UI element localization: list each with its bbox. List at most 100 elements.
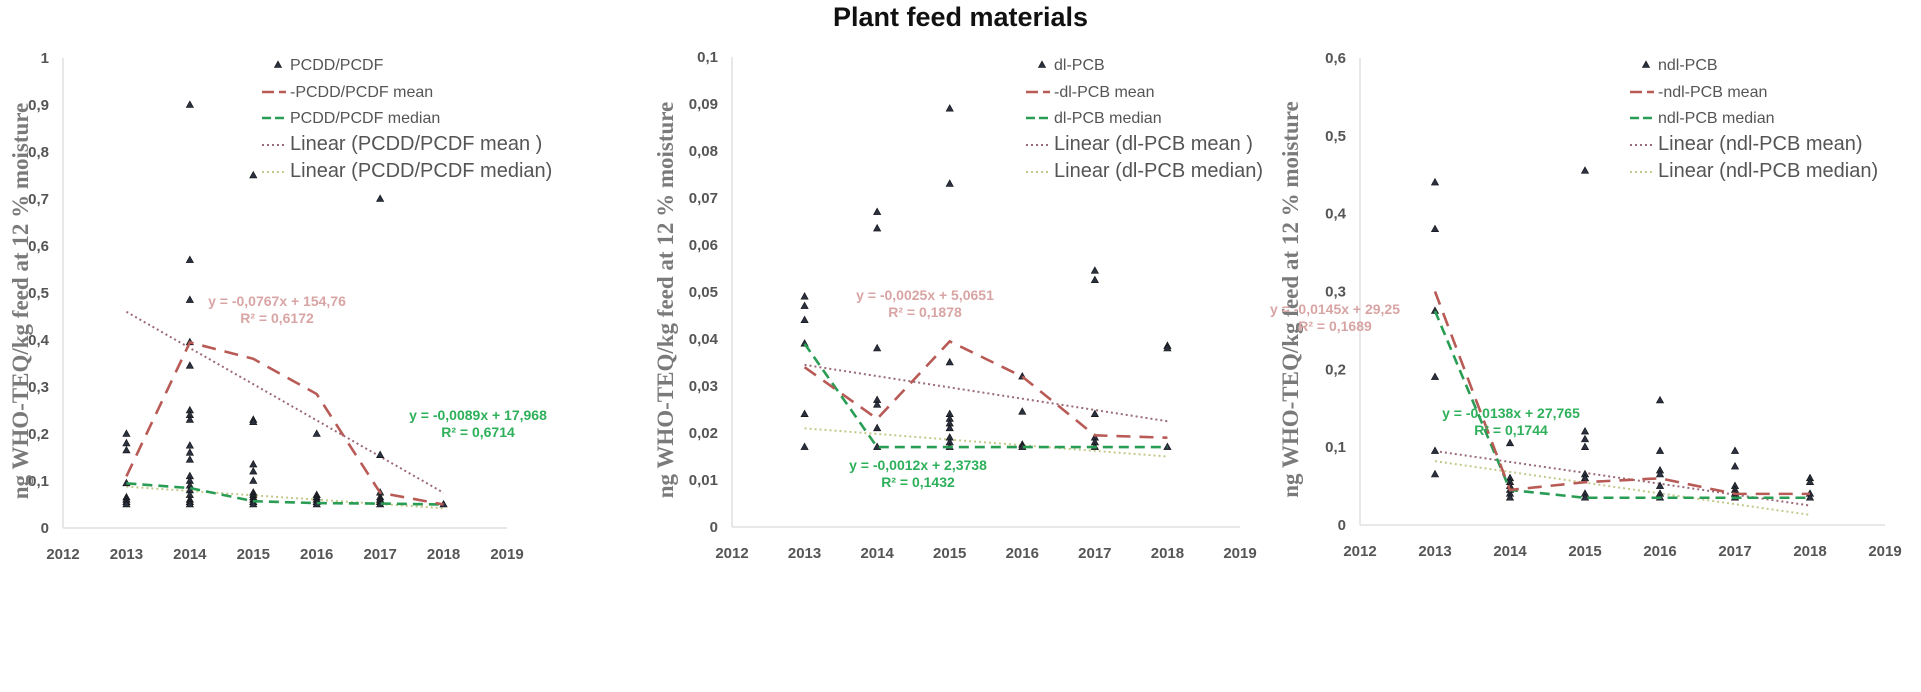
data-point — [800, 292, 809, 300]
legend-entry: Linear (dl-PCB mean ) — [1054, 133, 1253, 155]
median-line — [803, 342, 1168, 449]
equation-median: y = -0,0089x + 17,968 — [409, 407, 547, 423]
data-point — [1580, 426, 1590, 435]
trendline-median — [126, 485, 444, 510]
legend: ndl-PCB -ndl-PCB mean ndl-PCB median Linear… — [1630, 57, 1878, 182]
legend-entry: -dl-PCB mean — [1054, 84, 1154, 101]
data-point — [1430, 446, 1440, 454]
trendline-median — [804, 427, 1168, 458]
x-tick-label: 2017 — [1078, 545, 1111, 562]
data-point — [800, 315, 809, 323]
data-point — [185, 255, 194, 263]
data-point — [249, 466, 258, 475]
x-tick-label: 2018 — [427, 546, 460, 563]
x-tick-label: 2014 — [860, 545, 894, 562]
y-tick-label: 0,2 — [28, 426, 49, 443]
data-point — [1430, 224, 1440, 233]
data-point — [185, 448, 194, 456]
y-tick-label: 0,06 — [689, 237, 718, 254]
y-tick-label: 0,5 — [28, 285, 49, 302]
data-point — [1805, 477, 1815, 485]
y-tick-label: 0,3 — [1325, 284, 1346, 301]
data-point — [1018, 407, 1027, 415]
x-tick-label: 2017 — [1718, 543, 1751, 560]
x-tick-label: 2015 — [933, 545, 966, 562]
equation-mean: R² = 0,6172 — [240, 310, 314, 326]
y-tick-label: 0,9 — [28, 97, 49, 114]
y-tick-label: 0,8 — [28, 144, 49, 161]
y-tick-label: 0,02 — [689, 425, 718, 442]
data-point — [1580, 166, 1590, 174]
data-point — [185, 295, 194, 303]
equation-median: R² = 0,1432 — [881, 474, 955, 490]
y-tick-label: 0,4 — [1325, 206, 1347, 223]
legend-entry: ndl-PCB — [1658, 57, 1718, 74]
equation-median: R² = 0,6714 — [441, 424, 515, 440]
panel-1: 0 0,1 0,2 0,3 0,4 0,5 0,6 0,7 0,8 0,9 1 2012 2013 201… — [8, 50, 552, 563]
mean-line — [1433, 291, 1810, 496]
equation-median: R² = 0,1744 — [1474, 422, 1548, 438]
y-tick-label: 0,2 — [1325, 361, 1346, 378]
data-point — [873, 423, 882, 432]
data-point — [1505, 493, 1515, 501]
x-tick-label: 2019 — [490, 546, 523, 563]
data-point — [249, 459, 258, 468]
x-tick-label: 2016 — [1643, 543, 1676, 560]
equation-median: y = -0,0012x + 2,3738 — [849, 457, 987, 473]
mean-line — [125, 340, 444, 506]
y-tick-label: 0,1 — [28, 473, 49, 490]
equation-mean: y = -0,0025x + 5,0651 — [856, 287, 994, 303]
x-tick-label: 2013 — [788, 545, 821, 562]
equation-mean: R² = 0,1689 — [1298, 318, 1372, 334]
data-point — [800, 409, 809, 417]
data-point — [185, 100, 194, 108]
data-point — [1730, 462, 1740, 470]
data-point — [1730, 446, 1740, 454]
data-point — [249, 170, 258, 179]
x-tick-label: 2019 — [1868, 543, 1901, 560]
median-line — [126, 482, 444, 506]
data-point — [249, 476, 258, 484]
legend-entry: PCDD/PCDF median — [290, 110, 440, 127]
x-tick-label: 2019 — [1223, 545, 1256, 562]
data-point — [873, 223, 882, 232]
y-tick-label: 0 — [41, 520, 49, 537]
data-point — [1655, 446, 1665, 454]
legend-entry: -ndl-PCB mean — [1658, 84, 1767, 101]
legend: dl-PCB -dl-PCB mean dl-PCB median Linear (d… — [1026, 57, 1263, 182]
trendline-mean — [804, 363, 1168, 423]
x-tick-label: 2016 — [300, 546, 333, 563]
trendline-median — [1434, 460, 1811, 516]
y-tick-label: 0,7 — [28, 191, 49, 208]
panel-2: 0 0,01 0,02 0,03 0,04 0,05 0,06 0,07 0,08 0,09 0,1… — [653, 49, 1263, 562]
data-point — [1090, 275, 1099, 284]
x-tick-label: 2018 — [1793, 543, 1826, 560]
x-tick-label: 2012 — [1343, 543, 1376, 560]
x-tick-label: 2013 — [1418, 543, 1451, 560]
data-point — [185, 499, 194, 508]
y-axis-label: ng WHO-TEQ/kg feed at 12 % moisture — [8, 103, 33, 500]
data-point — [1580, 473, 1590, 482]
y-tick-label: 0,1 — [1325, 439, 1346, 456]
x-tick-label: 2013 — [110, 546, 143, 563]
data-point — [1580, 434, 1590, 443]
data-point — [312, 429, 321, 437]
data-point — [1655, 469, 1665, 478]
data-point — [945, 179, 954, 187]
data-point — [376, 194, 385, 202]
legend-entry: dl-PCB — [1054, 57, 1105, 74]
legend-entry: Linear (dl-PCB median) — [1054, 160, 1263, 182]
data-point — [185, 441, 194, 449]
data-point — [376, 450, 385, 458]
data-point — [185, 455, 194, 463]
data-point — [1580, 493, 1590, 501]
y-tick-label: 0,09 — [689, 96, 718, 113]
x-tick-label: 2014 — [173, 546, 207, 563]
data-point — [249, 417, 258, 426]
y-tick-label: 0,03 — [689, 378, 718, 395]
y-axis-label: ng WHO-TEQ/kg feed at 12 % moisture — [1278, 101, 1303, 498]
trendline-mean — [125, 310, 445, 494]
data-point — [800, 301, 809, 309]
x-tick-label: 2012 — [46, 546, 79, 563]
